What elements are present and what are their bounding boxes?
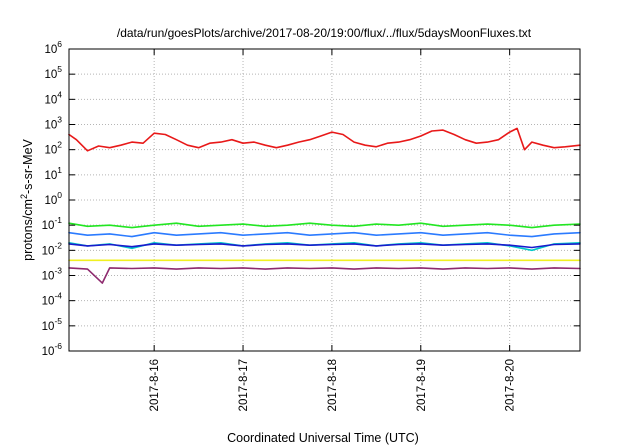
x-axis-ticks: 2017-8-16 2017-8-17 2017-8-18 2017-8-19 2017… bbox=[149, 49, 517, 411]
chart-title: /data/run/goesPlots/archive/2017-08-20/1… bbox=[117, 26, 532, 40]
series-line-1 bbox=[68, 127, 581, 152]
x-tick-label: 2017-8-17 bbox=[238, 359, 250, 411]
x-axis-label: Coordinated Universal Time (UTC) bbox=[227, 431, 419, 445]
y-tick-label: 101 bbox=[44, 165, 62, 182]
y-tick-label: 10-4 bbox=[42, 291, 63, 308]
x-tick-label: 2017-8-19 bbox=[416, 359, 428, 411]
series-group bbox=[68, 127, 581, 284]
y-tick-label: 10-3 bbox=[42, 266, 63, 283]
y-tick-label: 106 bbox=[44, 39, 62, 56]
y-tick-label: 100 bbox=[44, 190, 62, 207]
grid-lines bbox=[69, 49, 580, 351]
x-tick-label: 2017-8-18 bbox=[327, 359, 339, 411]
y-tick-label: 104 bbox=[44, 89, 62, 106]
y-tick-label: 103 bbox=[44, 115, 62, 132]
x-tick-label: 2017-8-20 bbox=[505, 359, 517, 411]
y-axis-label-pre: protons/cm bbox=[21, 199, 35, 261]
y-tick-label: 102 bbox=[44, 140, 62, 157]
y-tick-label: 10-2 bbox=[42, 240, 63, 257]
y-axis-label-sup: 2 bbox=[19, 194, 29, 199]
y-axis-ticks: 10-6 10-5 10-4 10-3 10-2 10-1 100 101 102 103 104 1… bbox=[42, 39, 580, 358]
y-tick-label: 10-6 bbox=[42, 341, 63, 358]
y-tick-label: 10-5 bbox=[42, 316, 63, 333]
series-line-4 bbox=[68, 242, 581, 252]
series-line-3 bbox=[68, 231, 581, 238]
series-line-7 bbox=[68, 267, 581, 284]
x-tick-label: 2017-8-16 bbox=[149, 359, 161, 411]
series-line-2 bbox=[68, 222, 581, 229]
y-axis-label-post: -s-sr-MeV bbox=[21, 138, 35, 194]
y-tick-label: 105 bbox=[44, 64, 62, 81]
series-line-5 bbox=[68, 243, 581, 249]
y-tick-label: 10-1 bbox=[42, 215, 63, 232]
y-axis-label: protons/cm2-s-sr-MeV bbox=[19, 138, 35, 260]
